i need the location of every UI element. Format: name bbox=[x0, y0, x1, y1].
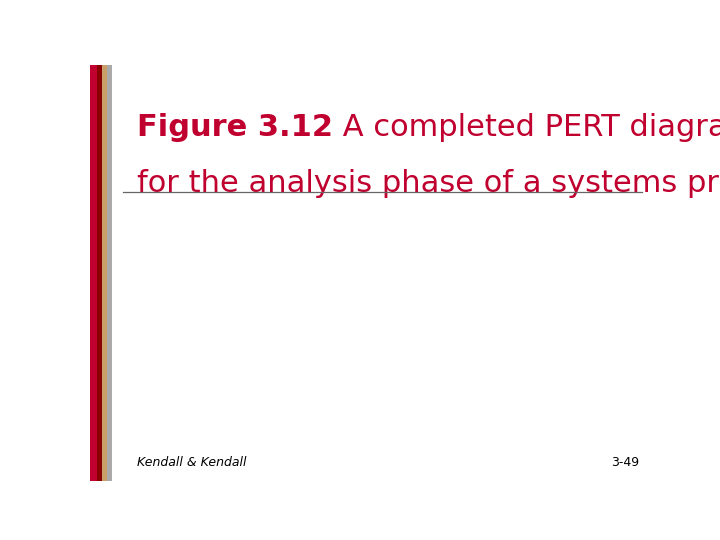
Bar bbox=[90, 65, 97, 481]
Text: Kendall & Kendall: Kendall & Kendall bbox=[138, 456, 247, 469]
Text: Figure 3.12: Figure 3.12 bbox=[138, 113, 333, 141]
Bar bbox=[102, 65, 107, 481]
Text: for the analysis phase of a systems project: for the analysis phase of a systems proj… bbox=[138, 168, 720, 198]
Bar bbox=[97, 65, 102, 481]
Text: 3-49: 3-49 bbox=[611, 456, 639, 469]
Bar bbox=[107, 65, 112, 481]
Text: A completed PERT diagram: A completed PERT diagram bbox=[333, 113, 720, 141]
